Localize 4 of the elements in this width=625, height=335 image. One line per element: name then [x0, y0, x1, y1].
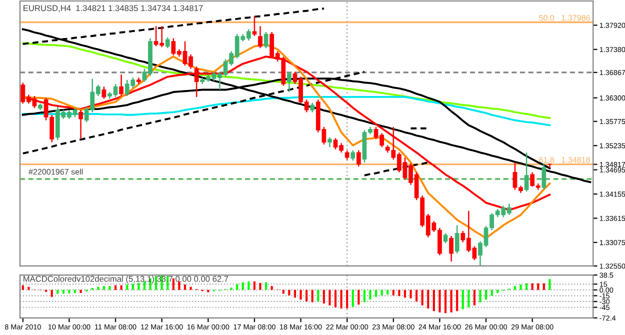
ref-line-label: 61.8 1.34818 — [539, 157, 590, 163]
ref-line-label: 50.0 1.37986 — [539, 14, 590, 21]
chart-title: EURUSD,H4 1.34821 1.34835 1.34734 1.34817 — [24, 5, 203, 12]
annotation: #22001967 sell — [28, 168, 83, 175]
